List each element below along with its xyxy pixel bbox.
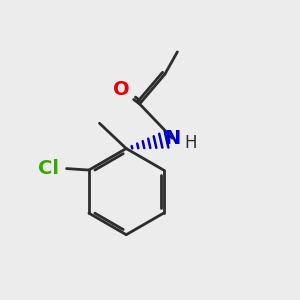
Text: O: O [113,80,130,99]
Text: H: H [184,134,197,152]
Text: Cl: Cl [38,159,59,178]
Text: N: N [164,129,180,148]
